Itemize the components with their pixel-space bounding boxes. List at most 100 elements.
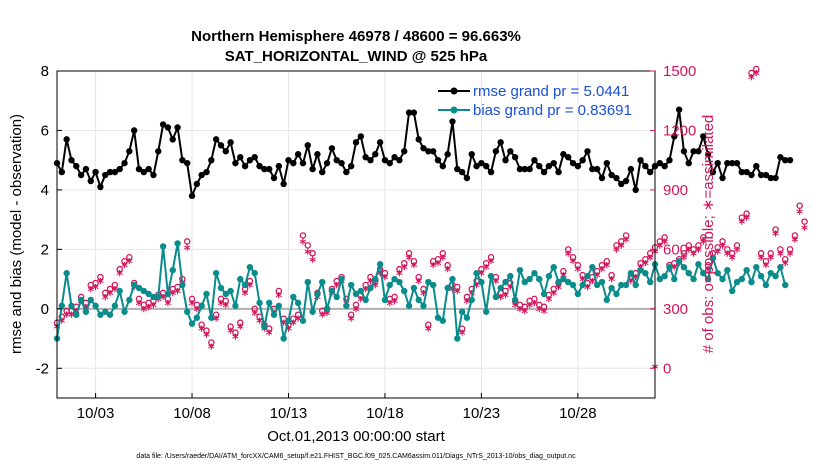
bias-series-point	[386, 281, 393, 289]
obs-possible-marker	[656, 238, 664, 245]
obs-assimilated-marker: *	[599, 265, 606, 280]
rmse-series-point	[208, 156, 215, 164]
bias-series-point	[92, 302, 99, 310]
bias-series-point	[265, 299, 273, 307]
rmse-series-point	[275, 162, 283, 170]
obs-assimilated-marker: *	[251, 309, 258, 324]
obs-assimilated-marker: *	[676, 259, 683, 274]
rmse-series-point	[589, 165, 596, 173]
y-axis-right-label: # of obs: o=possible; ∗=assimilated	[700, 115, 717, 354]
obs-assimilated-marker: *	[661, 237, 668, 252]
obs-possible-marker	[757, 250, 765, 257]
obs-assimilated-marker: *	[372, 281, 379, 296]
bias-series-point	[396, 278, 403, 286]
rmse-series-point	[666, 156, 673, 164]
obs-assimilated-marker: *	[488, 257, 495, 272]
obs-assimilated-marker: *	[232, 333, 239, 348]
rmse-series-point	[574, 162, 582, 170]
obs-assimilated-marker: *	[531, 299, 538, 314]
obs-assimilated-marker: *	[246, 281, 253, 296]
obs-assimilated-marker: *	[126, 257, 133, 272]
rmse-series-point	[454, 165, 461, 173]
rmse-series-point	[135, 165, 143, 173]
obs-assimilated-marker: *	[565, 249, 572, 264]
obs-possible-marker	[126, 254, 133, 261]
bias-series-point	[328, 287, 336, 295]
bias-series-point	[439, 317, 447, 324]
obs-possible-marker	[593, 267, 601, 275]
bias-series-point	[632, 281, 639, 289]
rmse-series-point	[145, 165, 152, 173]
rmse-series-point	[164, 124, 172, 131]
obs-assimilated-marker: *	[314, 293, 321, 308]
obs-possible-marker	[603, 257, 611, 265]
obs-assimilated-marker: *	[198, 325, 205, 340]
rmse-series-point	[709, 168, 717, 176]
rmse-series-point	[338, 159, 345, 167]
rmse-series-point	[772, 174, 779, 182]
bias-series-point	[58, 302, 66, 310]
bias-series-point	[270, 311, 278, 318]
obs-assimilated-marker: *	[700, 237, 707, 252]
obs-assimilated-marker: *	[222, 301, 229, 316]
obs-assimilated-marker: *	[796, 208, 803, 223]
bias-series-point	[473, 269, 480, 277]
bias-series-point	[618, 281, 625, 289]
obs-possible-marker	[232, 329, 239, 336]
obs-possible-marker	[531, 295, 538, 303]
rmse-series-point	[613, 174, 620, 182]
x-tick-label: 10/13	[270, 405, 308, 422]
obs-assimilated-marker: *	[623, 235, 630, 250]
y-axis-left-label: rmse and bias (model - observation)	[8, 114, 25, 354]
obs-assimilated-marker: *	[464, 297, 471, 312]
obs-possible-marker	[781, 255, 789, 263]
rmse-series-point	[121, 159, 128, 167]
bias-series-point	[458, 308, 466, 315]
obs-assimilated-marker: *	[367, 277, 374, 292]
obs-possible-marker	[714, 244, 721, 251]
obs-possible-marker	[791, 232, 799, 239]
rmse-series-point	[724, 159, 731, 167]
bias-series-point	[237, 275, 244, 283]
bias-series-point	[179, 281, 186, 289]
obs-possible-marker	[405, 250, 413, 257]
rmse-series-point	[425, 148, 432, 155]
obs-assimilated-marker: *	[705, 265, 712, 280]
rmse-series-point	[179, 156, 186, 164]
obs-assimilated-marker: *	[391, 297, 398, 312]
rmse-series-point	[241, 162, 249, 170]
bias-series-point	[347, 281, 355, 289]
bias-series-point	[410, 284, 418, 292]
bias-series-point	[511, 296, 519, 304]
rmse-series-point	[545, 162, 553, 170]
obs-assimilated-marker: *	[478, 269, 485, 284]
rmse-series-point	[642, 162, 649, 170]
rmse-series-point	[536, 162, 543, 170]
bias-series-point	[449, 275, 456, 283]
bias-series-point	[164, 290, 172, 298]
obs-assimilated-marker: *	[772, 229, 779, 244]
bias-series-point	[767, 269, 774, 277]
obs-assimilated-marker: *	[78, 297, 85, 312]
bias-series-point	[521, 278, 528, 286]
obs-assimilated-marker: *	[237, 323, 244, 338]
bias-series-point	[343, 302, 350, 310]
rmse-series-point	[429, 148, 437, 155]
bias-series-point	[444, 284, 451, 292]
bias-series-point	[728, 287, 736, 295]
bias-series-point	[304, 278, 311, 286]
rmse-series-point	[748, 171, 755, 179]
obs-assimilated-marker: *	[435, 259, 442, 274]
obs-possible-marker	[309, 250, 316, 257]
bias-series-point	[550, 264, 557, 271]
bias-series-point	[564, 278, 572, 286]
rmse-series-point	[782, 156, 789, 164]
obs-assimilated-marker: *	[671, 263, 678, 278]
rmse-series-point	[622, 177, 630, 185]
obs-assimilated-marker: *	[801, 224, 808, 239]
bias-series-point	[111, 302, 119, 310]
bias-series-point	[159, 243, 167, 250]
rmse-series-point	[777, 154, 784, 161]
bias-series-point	[425, 278, 432, 286]
rmse-series-point	[487, 168, 495, 176]
